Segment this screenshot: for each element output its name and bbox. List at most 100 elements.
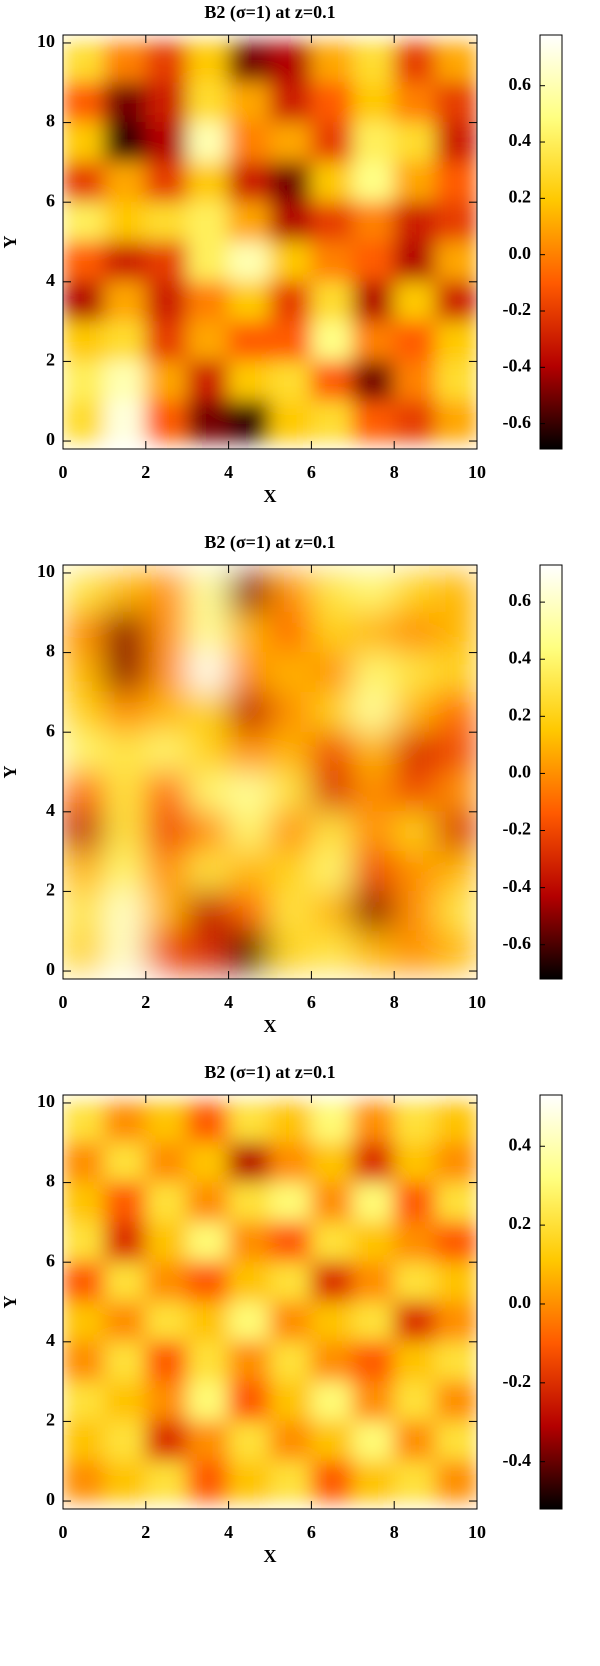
heatmap-cell bbox=[63, 42, 105, 84]
colorbar-tick-label: 0.0 bbox=[509, 243, 532, 263]
x-tick-label: 8 bbox=[390, 1522, 399, 1542]
heatmap-cell bbox=[310, 1142, 354, 1184]
heatmap-cell bbox=[352, 42, 395, 84]
heatmap-cell bbox=[269, 572, 312, 614]
heatmap-cell bbox=[310, 811, 354, 853]
heatmap-cell bbox=[103, 82, 147, 124]
heatmap-cell bbox=[269, 201, 312, 243]
heatmap-cell bbox=[310, 1102, 354, 1144]
heatmap-cell bbox=[269, 161, 312, 203]
heatmap-cell bbox=[186, 42, 230, 84]
heatmap-cell bbox=[269, 241, 312, 283]
heatmap-cell bbox=[352, 360, 395, 402]
heatmap-cell bbox=[228, 890, 271, 932]
heatmap-cell bbox=[269, 1301, 312, 1343]
x-tick-label: 8 bbox=[390, 462, 399, 482]
heatmap-cell bbox=[393, 771, 437, 813]
heatmap-cell bbox=[228, 1341, 271, 1383]
heatmap-cell bbox=[310, 930, 354, 972]
heatmap-cell bbox=[228, 1221, 271, 1263]
heatmap-cell bbox=[310, 400, 354, 442]
heatmap-cell bbox=[269, 1261, 312, 1303]
heatmap-cell bbox=[63, 161, 105, 203]
heatmap-cell bbox=[310, 1261, 354, 1303]
heatmap-cell bbox=[103, 122, 147, 163]
x-tick-label: 0 bbox=[59, 462, 68, 482]
heatmap-cell bbox=[145, 652, 188, 693]
colorbar bbox=[540, 35, 562, 449]
heatmap-cell bbox=[269, 1460, 312, 1502]
heatmap-cell bbox=[103, 731, 147, 773]
heatmap-cell bbox=[63, 1221, 105, 1263]
y-tick-label: 0 bbox=[46, 959, 55, 979]
heatmap-cell bbox=[228, 1102, 271, 1144]
heatmap-cell bbox=[269, 321, 312, 362]
heatmap-cell bbox=[310, 241, 354, 283]
heatmap-cell bbox=[352, 1142, 395, 1184]
y-tick-label: 2 bbox=[46, 880, 55, 900]
heatmap-cell bbox=[435, 691, 477, 733]
heatmap-cell bbox=[352, 1221, 395, 1263]
heatmap-cell bbox=[393, 1102, 437, 1144]
heatmap-cell bbox=[186, 1460, 230, 1502]
heatmap-cell bbox=[269, 652, 312, 693]
y-tick-label: 6 bbox=[46, 190, 55, 210]
heatmap-cell bbox=[310, 281, 354, 323]
heatmap-cell bbox=[352, 201, 395, 243]
heatmap-cell bbox=[435, 1381, 477, 1422]
heatmap-cell bbox=[269, 1102, 312, 1144]
heatmap-cell bbox=[145, 241, 188, 283]
heatmap-cell bbox=[435, 771, 477, 813]
heatmap-cells bbox=[63, 42, 477, 442]
heatmap-cell bbox=[352, 321, 395, 362]
colorbar-tick-label: 0.0 bbox=[509, 762, 532, 782]
heatmap-cell bbox=[103, 1460, 147, 1502]
y-tick-label: 10 bbox=[37, 1091, 55, 1111]
heatmap-cell bbox=[186, 771, 230, 813]
heatmap-cell bbox=[269, 281, 312, 323]
colorbar-tick-label: -0.4 bbox=[503, 1450, 532, 1470]
heatmap-cell bbox=[145, 731, 188, 773]
heatmap-cell bbox=[310, 201, 354, 243]
heatmap-cell bbox=[435, 1221, 477, 1263]
heatmap-cell bbox=[145, 851, 188, 892]
heatmap-cell bbox=[310, 1301, 354, 1343]
heatmap-cell bbox=[63, 771, 105, 813]
heatmap-cell bbox=[63, 360, 105, 402]
heatmap-cell bbox=[435, 321, 477, 362]
y-tick-label: 4 bbox=[46, 1330, 55, 1350]
colorbar-tick-label: 0.6 bbox=[509, 74, 532, 94]
heatmap-cell bbox=[228, 360, 271, 402]
heatmap-cell bbox=[103, 360, 147, 402]
colorbar-tick-label: 0.6 bbox=[509, 590, 532, 610]
x-axis-label: X bbox=[264, 486, 277, 506]
heatmap-cell bbox=[103, 1102, 147, 1144]
y-tick-label: 4 bbox=[46, 800, 55, 820]
y-axis-label: Y bbox=[0, 766, 20, 779]
heatmap-cell bbox=[145, 811, 188, 853]
heatmap-cell bbox=[393, 1301, 437, 1343]
heatmap-cell bbox=[393, 321, 437, 362]
heatmap-cell bbox=[228, 612, 271, 654]
heatmap-cell bbox=[393, 731, 437, 773]
heatmap-cell bbox=[63, 691, 105, 733]
heatmap-cell bbox=[186, 1420, 230, 1462]
heatmap-cell bbox=[269, 1221, 312, 1263]
heatmap-cell bbox=[352, 652, 395, 693]
heatmap-area bbox=[63, 42, 477, 442]
heatmap-cell bbox=[393, 201, 437, 243]
heatmap-cell bbox=[63, 400, 105, 442]
heatmap-cell bbox=[228, 1182, 271, 1223]
x-tick-label: 6 bbox=[307, 462, 316, 482]
colorbar-frame bbox=[539, 564, 563, 980]
heatmap-cell bbox=[393, 890, 437, 932]
heatmap-cell bbox=[393, 572, 437, 614]
heatmap-cell bbox=[145, 122, 188, 163]
heatmap-cell bbox=[186, 281, 230, 323]
heatmap-cell bbox=[352, 890, 395, 932]
heatmap-cell bbox=[435, 1142, 477, 1184]
heatmap-cell bbox=[186, 572, 230, 614]
heatmap-cell bbox=[145, 1460, 188, 1502]
y-axis-label: Y bbox=[0, 1296, 20, 1309]
